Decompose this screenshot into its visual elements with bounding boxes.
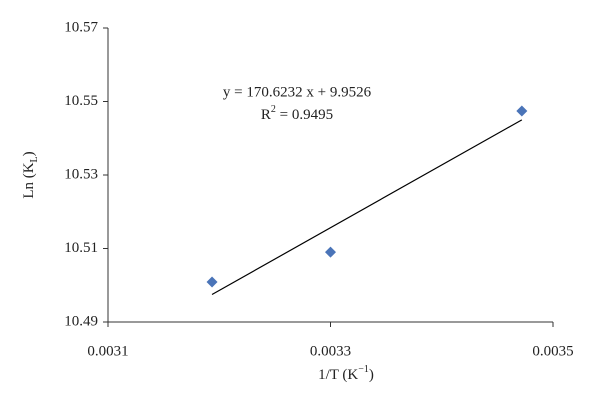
trendline [211,119,523,296]
y-tick-label: 10.55 [64,93,98,109]
data-point [516,105,528,117]
x-tick-label: 0.0031 [87,343,128,359]
data-point [325,246,336,258]
y-axis-label: Ln (KL) [21,151,40,198]
r-squared-r: R [261,107,271,123]
x-axis-label: 1/T (K−1) [318,364,374,383]
y-label-main: Ln (K [21,162,37,198]
y-tick-label: 10.51 [64,240,98,256]
x-label-end: ) [369,367,374,383]
x-label-main: 1/T (K [318,367,358,383]
data-point [206,276,218,288]
y-tick-label: 10.49 [64,313,98,329]
x-label-sup: −1 [358,364,369,375]
r-squared-sup: 2 [271,104,276,115]
x-tick-label: 0.0035 [532,343,573,359]
x-tick-label: 0.0033 [310,343,351,359]
r-squared-label: R2 = 0.9495 [261,104,333,123]
y-label-end: ) [21,151,37,156]
r-squared-value: = 0.9495 [276,107,333,123]
y-label-sub: L [29,156,40,162]
equation-label: y = 170.6232 x + 9.9526 [223,84,372,100]
y-tick-label: 10.53 [64,166,98,182]
y-tick-label: 10.57 [64,19,98,35]
